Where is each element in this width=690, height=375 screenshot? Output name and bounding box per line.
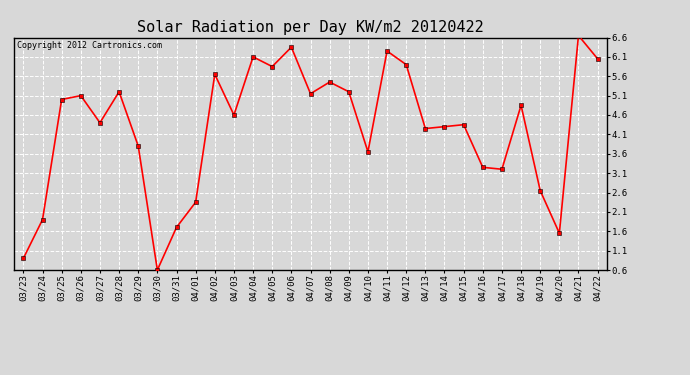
Text: Copyright 2012 Cartronics.com: Copyright 2012 Cartronics.com xyxy=(17,41,161,50)
Title: Solar Radiation per Day KW/m2 20120422: Solar Radiation per Day KW/m2 20120422 xyxy=(137,20,484,35)
